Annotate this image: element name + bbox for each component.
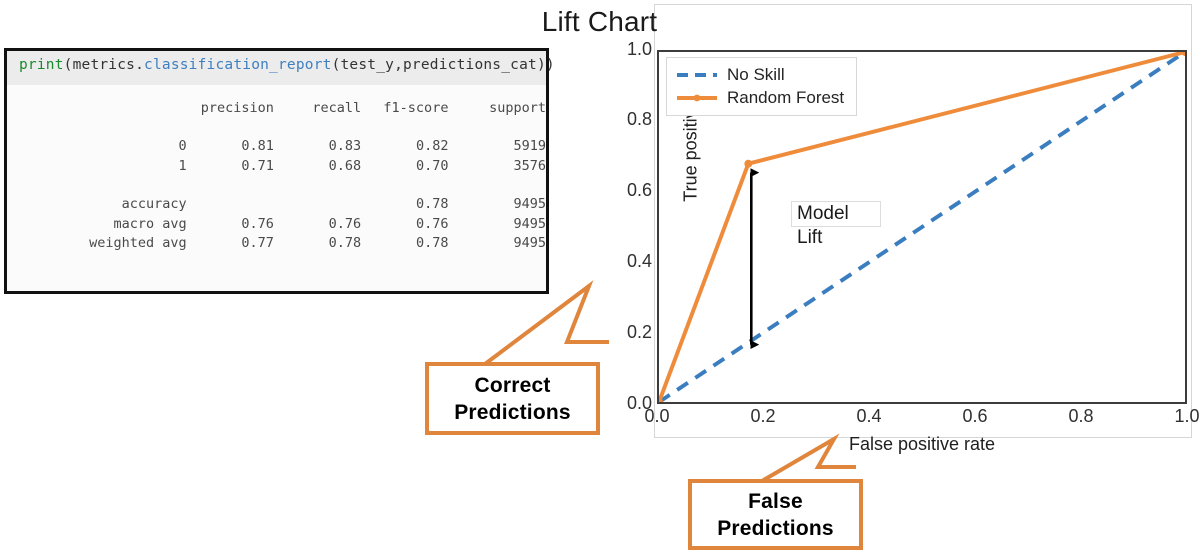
- row-support: 3576: [513, 157, 546, 174]
- row-f1: 0.78: [415, 235, 449, 252]
- report-header-row: precision recall f1-score support: [7, 99, 546, 118]
- xtick-label: 0.4: [856, 406, 882, 426]
- row-label: 1: [178, 157, 187, 174]
- model-lift-label-box: [791, 201, 881, 227]
- plot-svg: [659, 52, 1185, 402]
- row-precision: [187, 195, 274, 214]
- chart-legend: No Skill Random Forest: [666, 57, 858, 116]
- model-lift-line-1: Model: [797, 203, 849, 224]
- legend-item-random-forest[interactable]: Random Forest: [676, 86, 844, 109]
- model-lift-line-2: Lift: [797, 227, 823, 248]
- row-label: macro avg: [113, 215, 187, 232]
- series-point: [1181, 52, 1185, 56]
- row-support: 5919: [513, 138, 546, 155]
- row-precision: 0.81: [241, 138, 274, 155]
- table-row: 0 0.81 0.83 0.82 5919: [7, 137, 546, 156]
- report-header-blank: [7, 99, 187, 118]
- xtick-label: 0.2: [750, 406, 776, 426]
- row-f1: 0.70: [415, 157, 449, 174]
- callout-line-2: Predictions: [717, 516, 834, 540]
- classification-report-panel: print(metrics.classification_report(test…: [4, 48, 555, 294]
- row-label: weighted avg: [89, 235, 187, 252]
- row-f1: 0.76: [415, 215, 449, 232]
- row-support: 9495: [513, 215, 546, 232]
- legend-item-no-skill[interactable]: No Skill: [676, 63, 844, 86]
- row-recall: 0.83: [328, 138, 362, 155]
- row-f1: 0.78: [415, 196, 449, 213]
- model-lift-label: Model Lift: [797, 202, 927, 250]
- row-support: 9495: [513, 196, 546, 213]
- report-header-precision: precision: [200, 100, 274, 116]
- ytick-label: 0.0: [626, 393, 652, 413]
- callout-body: False Predictions: [688, 479, 863, 550]
- callout-tail-correct: [483, 280, 609, 366]
- row-recall: [274, 195, 361, 214]
- code-cell[interactable]: print(metrics.classification_report(test…: [7, 51, 555, 85]
- callout-tail-false: [760, 433, 856, 483]
- ytick-label: 1.0: [626, 39, 652, 59]
- table-row: 1 0.71 0.68 0.70 3576: [7, 157, 546, 176]
- code-token-function: classification_report: [144, 57, 332, 73]
- page-title: Lift Chart: [541, 6, 658, 37]
- report-spacer: [7, 176, 546, 195]
- table-row: macro avg 0.76 0.76 0.76 9495: [7, 215, 547, 234]
- callout-line-1: Correct: [474, 373, 551, 397]
- ytick-label: 0.8: [626, 109, 652, 129]
- code-token-metrics: (metrics.: [63, 57, 145, 73]
- dashed-line-icon: [676, 68, 718, 82]
- callout-line-2: Predictions: [454, 400, 571, 424]
- report-spacer: [7, 118, 546, 137]
- x-axis-label: False positive rate: [848, 434, 996, 454]
- classification-report-output: precision recall f1-score support 0 0.81…: [7, 85, 546, 253]
- legend-label: Random Forest: [727, 87, 845, 107]
- row-support: 9495: [513, 235, 546, 252]
- xtick-label: 0.6: [962, 406, 988, 426]
- series-point: [659, 398, 663, 402]
- table-row: accuracy 0.78 9495: [7, 195, 546, 214]
- ytick-label: 0.4: [626, 251, 652, 271]
- solid-line-marker-icon: [676, 91, 718, 105]
- row-recall: 0.76: [328, 215, 362, 232]
- callout-correct-predictions: Correct Predictions: [425, 280, 609, 435]
- xtick-label: 1.0: [1174, 406, 1199, 426]
- ytick-label: 0.2: [626, 322, 652, 342]
- report-header-support: support: [489, 100, 546, 116]
- legend-label: No Skill: [727, 64, 785, 84]
- series-point: [744, 159, 753, 168]
- xtick-label: 0.0: [644, 406, 670, 426]
- row-recall: 0.78: [328, 235, 362, 252]
- callout-line-1: False: [748, 489, 803, 513]
- table-row: weighted avg 0.77 0.78 0.78 9495: [7, 234, 546, 253]
- row-precision: 0.76: [241, 215, 274, 232]
- report-table: precision recall f1-score support 0 0.81…: [7, 99, 546, 253]
- callout-false-predictions: False Predictions: [688, 433, 863, 550]
- series-no-skill: [659, 52, 1185, 402]
- row-label: accuracy: [121, 196, 187, 213]
- row-precision: 0.77: [241, 235, 274, 252]
- ytick-label: 0.6: [626, 180, 652, 200]
- row-f1: 0.82: [415, 138, 449, 155]
- xtick-label: 0.8: [1068, 406, 1094, 426]
- report-header-recall: recall: [312, 100, 362, 116]
- report-header-f1: f1-score: [383, 100, 449, 116]
- row-recall: 0.68: [328, 157, 362, 174]
- row-precision: 0.71: [241, 157, 274, 174]
- callout-body: Correct Predictions: [425, 362, 600, 435]
- code-token-args: (test_y,predictions_cat)): [331, 57, 555, 73]
- row-label: 0: [178, 138, 187, 155]
- code-token-print: print: [19, 57, 64, 73]
